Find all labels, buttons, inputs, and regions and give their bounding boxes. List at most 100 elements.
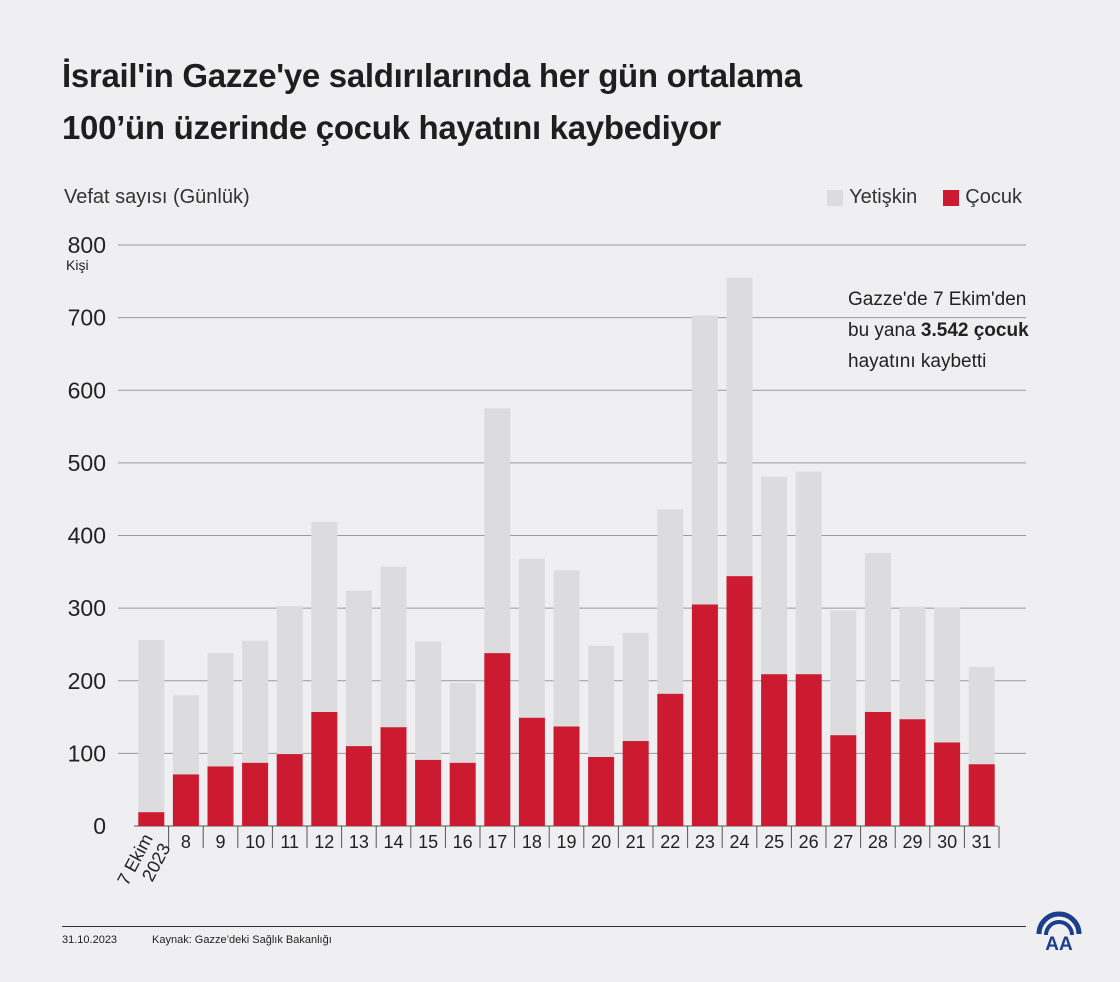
x-tick-label-12: 19 — [556, 832, 576, 852]
bar-adult-17 — [726, 277, 753, 577]
bar-adult-19 — [795, 471, 822, 675]
y-unit-label: Kişi — [66, 257, 89, 273]
x-tick-label-18: 25 — [764, 832, 784, 852]
x-tick-label-3: 10 — [245, 832, 265, 852]
bar-adult-23 — [934, 607, 961, 743]
note-line1: Gazze'de 7 Ekim'den — [848, 289, 1027, 310]
note-line3: hayatını kaybetti — [848, 351, 987, 372]
y-tick-label-400: 400 — [68, 523, 106, 549]
bar-child-7 — [380, 727, 407, 826]
y-tick-label-600: 600 — [68, 377, 106, 403]
bar-adult-2 — [207, 653, 234, 767]
anadolu-agency-logo: AA — [1036, 911, 1082, 952]
bar-adult-15 — [657, 509, 684, 694]
legend-swatch-child — [943, 189, 960, 206]
bar-adult-0 — [138, 640, 165, 813]
footer-date: 31.10.2023 — [62, 934, 118, 946]
x-tick-label-22: 29 — [902, 832, 922, 852]
x-tick-label-11: 18 — [522, 832, 542, 852]
bar-child-8 — [415, 759, 442, 826]
bar-adult-6 — [345, 590, 372, 747]
note-line2: bu yana 3.542 çocuk — [848, 315, 1029, 346]
bar-adult-9 — [449, 682, 476, 763]
y-axis-title: Vefat sayısı (Günlük) — [64, 186, 250, 208]
bar-child-5 — [311, 711, 338, 826]
y-tick-label-200: 200 — [68, 668, 106, 694]
bar-adult-13 — [588, 645, 615, 758]
bar-child-6 — [345, 746, 372, 826]
bar-child-19 — [795, 674, 822, 826]
x-tick-label-17: 24 — [729, 832, 749, 852]
x-tick-label-6: 13 — [349, 832, 369, 852]
legend-swatch-adult — [827, 189, 844, 206]
y-tick-label-100: 100 — [68, 740, 106, 766]
x-tick-label-5: 12 — [314, 832, 334, 852]
bar-adult-18 — [761, 476, 788, 675]
x-tick-label-21: 28 — [868, 832, 888, 852]
bar-child-22 — [899, 719, 926, 826]
bar-child-16 — [691, 604, 718, 826]
bar-child-20 — [830, 735, 857, 826]
bar-child-24 — [968, 764, 995, 826]
bar-adult-8 — [415, 641, 442, 760]
annotation-note: Gazze'de 7 Ekim'den bu yana 3.542 çocuk … — [848, 284, 1029, 377]
bar-child-4 — [276, 754, 303, 826]
logo-text: AA — [1045, 934, 1073, 952]
x-tick-label-7: 14 — [383, 832, 403, 852]
legend-item-child: Çocuk — [943, 186, 1022, 209]
bar-child-17 — [726, 576, 753, 826]
x-tick-label-1: 8 — [181, 832, 191, 852]
x-tick-label-9: 16 — [453, 832, 473, 852]
bar-adult-7 — [380, 566, 407, 728]
chart-title: İsrail'in Gazze'ye saldırılarında her gü… — [62, 50, 1062, 154]
bar-child-23 — [934, 742, 961, 826]
legend: Yetişkin Çocuk — [801, 186, 1022, 209]
note-line2-bold: 3.542 çocuk — [920, 320, 1029, 341]
bar-adult-20 — [830, 610, 857, 736]
bar-adult-1 — [172, 695, 199, 775]
x-tick-label-2: 9 — [215, 832, 225, 852]
legend-label-adult: Yetişkin — [849, 186, 918, 208]
bar-child-14 — [622, 741, 649, 826]
x-tick-label-23: 30 — [937, 832, 957, 852]
x-tick-label-16: 23 — [695, 832, 715, 852]
bar-adult-11 — [518, 558, 545, 718]
legend-label-child: Çocuk — [965, 186, 1022, 208]
bar-adult-14 — [622, 632, 649, 742]
x-tick-label-14: 21 — [626, 832, 646, 852]
bar-child-15 — [657, 693, 684, 826]
y-tick-label-0: 0 — [93, 813, 106, 839]
bar-child-11 — [518, 717, 545, 826]
y-tick-label-700: 700 — [68, 305, 106, 331]
bar-child-18 — [761, 674, 788, 826]
bar-adult-10 — [484, 408, 511, 654]
bar-child-1 — [172, 774, 199, 826]
bar-adult-5 — [311, 521, 338, 712]
bar-child-0 — [138, 812, 165, 826]
x-tick-label-15: 22 — [660, 832, 680, 852]
bar-adult-16 — [691, 315, 718, 605]
note-line2-prefix: bu yana — [848, 320, 921, 341]
bar-adult-24 — [968, 666, 995, 765]
y-tick-label-800: 800 — [68, 232, 106, 258]
bar-child-9 — [449, 762, 476, 826]
x-tick-label-20: 27 — [833, 832, 853, 852]
bar-child-10 — [484, 653, 511, 826]
bar-child-21 — [864, 711, 891, 826]
legend-item-adult: Yetişkin — [827, 186, 917, 209]
footer-divider — [62, 926, 1026, 927]
x-tick-label-10: 17 — [487, 832, 507, 852]
chart-title-line1: İsrail'in Gazze'ye saldırılarında her gü… — [62, 57, 802, 94]
x-tick-label-19: 26 — [799, 832, 819, 852]
y-tick-label-300: 300 — [68, 595, 106, 621]
y-tick-label-500: 500 — [68, 450, 106, 476]
bar-adult-3 — [242, 640, 269, 763]
x-tick-label-24: 31 — [972, 832, 992, 852]
bar-adult-21 — [864, 552, 891, 712]
bar-adult-22 — [899, 606, 926, 720]
footer-source: Kaynak: Gazze’deki Sağlık Bakanlığı — [152, 934, 332, 946]
bar-child-2 — [207, 766, 234, 826]
x-tick-label-4: 11 — [280, 832, 299, 852]
